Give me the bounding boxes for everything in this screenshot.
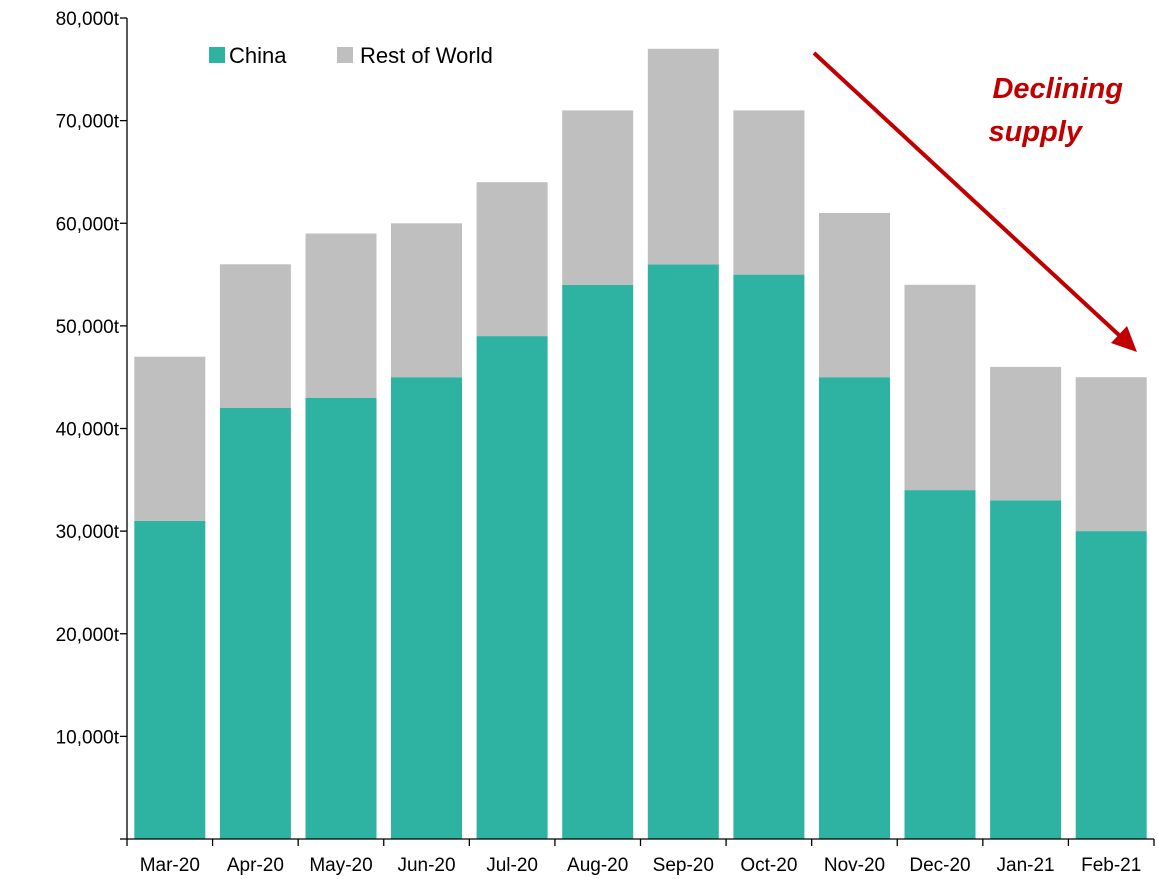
bar-rest-of-world-jul-20: [476, 182, 548, 337]
x-tick-label: Dec-20: [909, 855, 970, 876]
annotation-line-2: supply: [989, 116, 1084, 148]
y-tick-label: 10,000t: [56, 727, 120, 748]
bar-rest-of-world-dec-20: [904, 284, 976, 491]
bar-china-jun-20: [391, 377, 462, 839]
bar-rest-of-world-aug-20: [562, 110, 634, 285]
bar-rest-of-world-feb-21: [1075, 377, 1147, 532]
bar-china-aug-20: [562, 284, 634, 839]
legend-label-china: China: [229, 43, 287, 68]
decline-arrow-shaft: [812, 51, 1122, 338]
bar-china-nov-20: [819, 377, 890, 839]
bar-rest-of-world-oct-20: [733, 110, 805, 275]
annotation: Declining supply: [812, 51, 1137, 352]
bar-china-feb-21: [1075, 531, 1147, 839]
annotation-line-1: Declining: [992, 73, 1123, 105]
y-tick-label: 50,000t: [56, 317, 120, 338]
bar-rest-of-world-jan-21: [990, 366, 1062, 501]
bar-china-sep-20: [647, 264, 719, 839]
y-tick-labels: 10,000t 20,000t 30,000t 40,000t 50,000t 60,00…: [56, 9, 120, 748]
bar-china-apr-20: [219, 408, 291, 839]
bar-china-oct-20: [733, 274, 805, 840]
x-tick-label: Jan-21: [997, 855, 1055, 876]
legend-label-rest-of-world: Rest of World: [360, 43, 493, 68]
x-tick-label: Jul-20: [486, 855, 538, 876]
bar-china-may-20: [305, 397, 377, 839]
bar-china-jan-21: [990, 500, 1062, 839]
x-tick-label: Oct-20: [740, 855, 797, 876]
legend-swatch-china: [209, 47, 225, 63]
x-tick-label: Nov-20: [824, 855, 885, 876]
y-tick-label: 80,000t: [56, 9, 120, 30]
legend: China Rest of World: [209, 43, 493, 68]
x-tick-label: Sep-20: [653, 855, 714, 876]
x-tick-label: Apr-20: [227, 855, 284, 876]
bar-rest-of-world-mar-20: [134, 356, 206, 521]
legend-swatch-rest-of-world: [337, 47, 353, 63]
x-tick-label: Feb-21: [1081, 855, 1141, 876]
bar-china-mar-20: [134, 520, 206, 839]
bar-rest-of-world-apr-20: [219, 264, 291, 408]
y-tick-label: 30,000t: [56, 522, 120, 543]
x-tick-label: May-20: [309, 855, 372, 876]
y-tick-label: 20,000t: [56, 625, 120, 646]
x-tick-labels: Mar-20 Apr-20 May-20 Jun-20 Jul-20 Aug-20 Sep-…: [140, 855, 1142, 876]
axes-layer: [120, 17, 1155, 846]
bar-china-dec-20: [904, 490, 976, 839]
bar-rest-of-world-jun-20: [391, 223, 462, 378]
decline-arrow-head: [1111, 326, 1137, 352]
bar-rest-of-world-sep-20: [647, 48, 719, 265]
bar-rest-of-world-may-20: [305, 233, 377, 398]
x-tick-label: Aug-20: [567, 855, 628, 876]
bar-rest-of-world-nov-20: [819, 213, 890, 378]
bar-china-jul-20: [476, 336, 548, 839]
y-tick-label: 60,000t: [56, 214, 120, 235]
y-tick-label: 40,000t: [56, 420, 120, 441]
y-tick-label: 70,000t: [56, 112, 120, 133]
x-tick-label: Mar-20: [140, 855, 200, 876]
bars-layer: [134, 48, 1147, 840]
x-tick-label: Jun-20: [397, 855, 455, 876]
